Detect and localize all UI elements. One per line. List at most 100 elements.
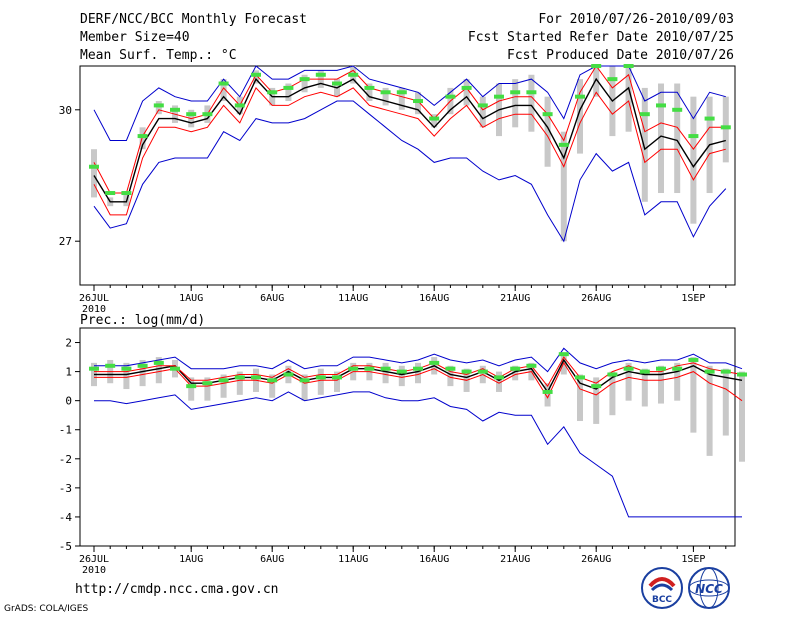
- prec-y-tick-label: 2: [65, 337, 72, 350]
- prec-envelope-min-line: [94, 391, 742, 518]
- prec-observed-point: [299, 378, 310, 383]
- ncc-logo: NCC: [688, 567, 730, 609]
- prec-observed-point: [186, 384, 197, 389]
- prec-x-tick-label: 26JUL: [79, 554, 109, 565]
- prec-observed-point: [477, 369, 488, 374]
- prec-ensemble-bar: [512, 365, 519, 381]
- temp-ensemble-bar: [91, 149, 97, 198]
- prec-ensemble-bar: [398, 365, 405, 387]
- prec-ensemble-bar: [155, 357, 162, 384]
- prec-observed-point: [380, 366, 391, 371]
- prec-envelope-max-line: [94, 347, 743, 373]
- prec-x-tick-label: 16AUG: [419, 554, 449, 565]
- prec-y-tick-label: -3: [59, 482, 72, 495]
- prec-ensemble-bar: [577, 374, 583, 422]
- prec-observed-point: [332, 375, 342, 380]
- prec-ensemble-bar: [123, 362, 130, 390]
- prec-observed-point: [170, 366, 180, 371]
- prec-observed-point: [704, 369, 715, 374]
- svg-text:NCC: NCC: [695, 582, 723, 596]
- prec-observed-point: [688, 357, 699, 362]
- prec-x-tick-label: 1AUG: [179, 554, 203, 565]
- temp-ensemble-bar: [593, 66, 600, 97]
- prec-observed-point: [202, 381, 213, 386]
- prec-ensemble-bar: [609, 371, 616, 416]
- website-url[interactable]: http://cmdp.ncc.cma.gov.cn: [75, 582, 279, 597]
- prec-year-label: 2010: [82, 565, 106, 576]
- prec-ensemble-bar: [382, 362, 389, 384]
- prec-observed-point: [429, 360, 440, 365]
- temp-ensemble-bar: [722, 96, 729, 163]
- precipitation-panel: -5 -4 -3 -2 -1 0 1 2 26JUL 1AUG 6AUG 11AUG 16AUG 21AU…: [59, 327, 747, 576]
- prec-observed-point: [413, 366, 423, 371]
- temp-ensemble-bar: [577, 79, 583, 154]
- prec-y-tick-label: -5: [59, 540, 72, 553]
- temp-ensemble-bar: [220, 79, 227, 102]
- chart-title: DERF/NCC/BCC Monthly Forecast: [80, 12, 307, 27]
- prec-ensemble-bar: [447, 365, 454, 387]
- prec-ensemble-bar: [674, 362, 681, 401]
- temp-observed-point: [153, 103, 164, 108]
- prec-observed-point: [396, 369, 407, 374]
- prec-observed-point: [575, 375, 585, 380]
- temp-observed-point: [283, 85, 294, 90]
- temp-ensemble-bar: [253, 70, 259, 84]
- temp-observed-point: [186, 112, 197, 117]
- temp-observed-point: [380, 90, 391, 95]
- temp-observed-point: [542, 112, 553, 117]
- temp-observed-point: [704, 116, 715, 121]
- temp-observed-point: [396, 90, 407, 95]
- prec-observed-point: [526, 363, 537, 368]
- prec-ensemble-bar: [658, 365, 664, 404]
- prec-observed-point: [720, 369, 731, 374]
- temp-observed-point: [170, 107, 180, 112]
- temp-observed-point: [461, 85, 472, 90]
- prec-ensemble-bar: [496, 371, 502, 392]
- temp-ensemble-bar: [139, 127, 146, 150]
- prec-ensemble-mean-line: [94, 358, 743, 394]
- temp-ensemble-bar: [301, 74, 308, 93]
- grads-credit: GrADS: COLA/IGES: [4, 604, 89, 614]
- prec-observed-point: [348, 366, 359, 371]
- temp-x-tick-label: 16AUG: [419, 293, 449, 304]
- prec-observed-point: [591, 384, 602, 389]
- prec-ensemble-bar: [641, 368, 648, 407]
- temp-y-tick-label: 27: [59, 235, 72, 248]
- prec-x-tick-label: 1SEP: [681, 554, 705, 565]
- prec-observed-point: [623, 366, 634, 371]
- temp-x-tick-label: 1AUG: [179, 293, 203, 304]
- prec-ensemble-bar: [188, 377, 195, 401]
- prec-observed-point: [251, 375, 261, 380]
- temp-observed-point: [575, 94, 585, 99]
- temperature-panel-title: Mean Surf. Temp.: °C: [80, 48, 237, 63]
- temp-observed-point: [558, 142, 569, 147]
- prec-ensemble-bar: [739, 371, 745, 462]
- prec-ensemble-bar: [139, 359, 146, 387]
- temp-observed-point: [105, 191, 116, 196]
- fcst-started-date: Fcst Started Refer Date 2010/07/25: [467, 30, 734, 45]
- temp-observed-point: [234, 103, 245, 108]
- temp-ensemble-bar: [690, 96, 697, 224]
- prec-y-tick-label: -2: [59, 453, 72, 466]
- member-size-label: Member Size=40: [80, 30, 190, 45]
- prec-observed-point: [672, 366, 683, 371]
- temp-ensemble-bar: [544, 96, 551, 167]
- temp-observed-point: [494, 94, 504, 99]
- temp-ensemble-mean-line: [93, 77, 726, 203]
- prec-observed-point: [656, 366, 666, 371]
- prec-observed-point: [737, 372, 747, 377]
- temp-ensemble-bar: [560, 131, 567, 242]
- temp-ensemble-bar: [674, 83, 681, 194]
- temp-observed-point: [332, 81, 342, 86]
- temp-observed-point: [348, 72, 359, 77]
- temp-envelope-max-line: [93, 65, 726, 141]
- svg-text:BCC: BCC: [652, 595, 672, 605]
- temp-x-tick-label: 11AUG: [338, 293, 368, 304]
- temp-observed-point: [413, 99, 423, 104]
- forecast-period: For 2010/07/26-2010/09/03: [538, 12, 734, 27]
- prec-y-tick-label: 0: [65, 395, 72, 408]
- temp-x-tick-label: 21AUG: [500, 293, 530, 304]
- prec-observed-point: [364, 366, 375, 371]
- temp-observed-point: [639, 112, 650, 117]
- prec-ensemble-bar: [690, 357, 697, 433]
